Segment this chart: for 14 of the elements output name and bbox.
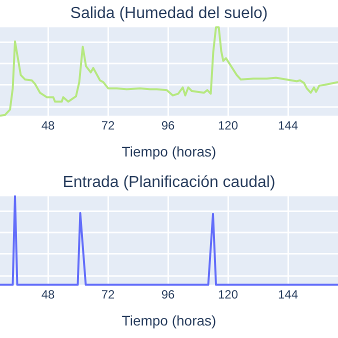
x-tick-label: 72	[101, 118, 115, 132]
chart-title: Entrada (Planificación caudal)	[62, 174, 276, 192]
chart-title: Salida (Humedad del suelo)	[70, 5, 268, 22]
x-tick-label: 120	[218, 287, 238, 302]
x-tick-label: 72	[101, 287, 115, 302]
x-tick-label: 96	[161, 118, 175, 132]
x-tick-label: 48	[41, 287, 55, 302]
x-axis-title: Tiempo (horas)	[122, 312, 216, 328]
x-tick-label: 120	[218, 118, 238, 132]
x-tick-label: 144	[278, 118, 298, 132]
x-tick-label: 144	[278, 287, 298, 302]
x-tick-label: 48	[41, 118, 55, 132]
x-tick-label: 96	[161, 287, 175, 302]
x-axis-title: Tiempo (horas)	[122, 143, 216, 160]
